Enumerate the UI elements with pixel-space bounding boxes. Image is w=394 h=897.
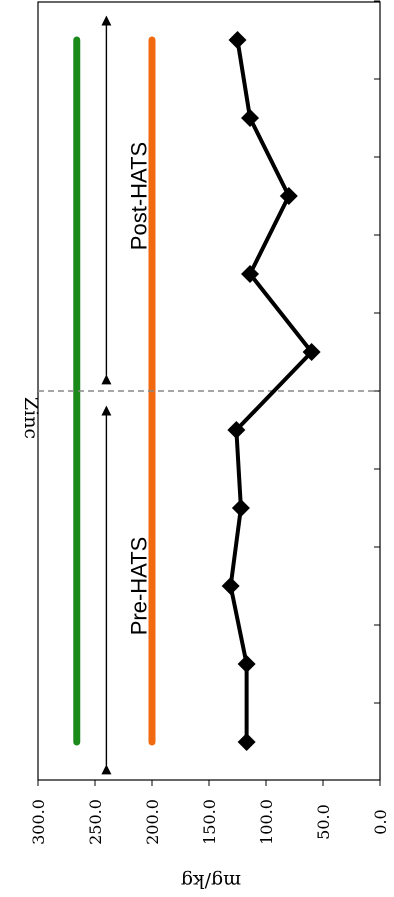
data-point bbox=[227, 421, 246, 439]
data-point bbox=[237, 655, 256, 673]
y-axis-label: mg/kg bbox=[181, 870, 241, 892]
y-tick-label: 300.0 bbox=[29, 799, 48, 845]
data-point bbox=[231, 499, 250, 517]
data-point bbox=[221, 577, 240, 595]
data-point bbox=[237, 733, 256, 751]
data-point bbox=[241, 109, 260, 127]
data-point bbox=[279, 187, 298, 205]
series-line-1 bbox=[228, 39, 314, 742]
data-point bbox=[241, 265, 260, 283]
y-tick-label: 50.0 bbox=[314, 804, 333, 840]
y-tick-label: 200.0 bbox=[143, 799, 162, 845]
chart-title: Zinc bbox=[20, 397, 42, 439]
data-point bbox=[228, 31, 247, 49]
period-label-1: Pre-HATS bbox=[126, 537, 151, 636]
y-tick-label: 100.0 bbox=[257, 799, 276, 845]
y-tick-label: 250.0 bbox=[86, 799, 105, 845]
period-label-2: Post-HATS bbox=[126, 142, 151, 250]
data-point bbox=[302, 343, 321, 361]
y-tick-label: 0.0 bbox=[371, 809, 390, 834]
y-tick-label: 150.0 bbox=[200, 799, 219, 845]
